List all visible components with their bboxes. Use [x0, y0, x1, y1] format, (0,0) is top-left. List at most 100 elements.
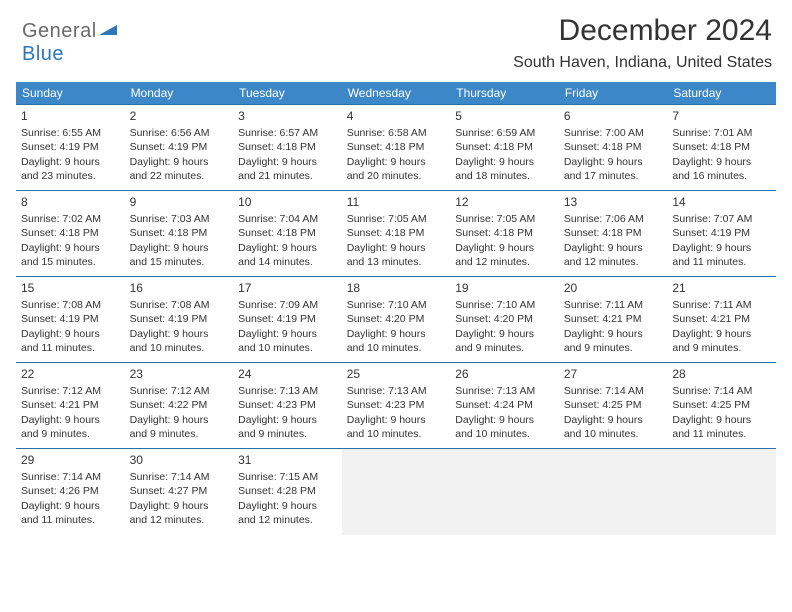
calendar-day-cell: 25 Sunrise: 7:13 AMSunset: 4:23 PMDayligh…	[342, 363, 451, 449]
day-info: Sunrise: 7:13 AMSunset: 4:23 PMDaylight:…	[238, 384, 337, 441]
weekday-header: Sunday	[16, 82, 125, 105]
calendar-day-cell: 3 Sunrise: 6:57 AMSunset: 4:18 PMDaylight…	[233, 105, 342, 191]
calendar-day-cell: 11Sunrise: 7:05 AMSunset: 4:18 PMDayligh…	[342, 191, 451, 277]
weekday-header: Tuesday	[233, 82, 342, 105]
day-info: Sunrise: 6:58 AMSunset: 4:18 PMDaylight:…	[347, 126, 446, 183]
logo-word2: Blue	[22, 43, 64, 65]
day-number: 4	[347, 108, 446, 124]
calendar-week-row: 8 Sunrise: 7:02 AMSunset: 4:18 PMDaylight…	[16, 191, 776, 277]
day-number: 25	[347, 366, 446, 382]
day-number: 22	[21, 366, 120, 382]
calendar-day-cell: 15Sunrise: 7:08 AMSunset: 4:19 PMDayligh…	[16, 277, 125, 363]
day-number: 27	[564, 366, 663, 382]
calendar-day-cell: 4 Sunrise: 6:58 AMSunset: 4:18 PMDaylight…	[342, 105, 451, 191]
day-number: 7	[672, 108, 771, 124]
calendar-day-cell: 27 Sunrise: 7:14 AMSunset: 4:25 PMDayligh…	[559, 363, 668, 449]
day-number: 24	[238, 366, 337, 382]
day-info: Sunrise: 7:12 AMSunset: 4:21 PMDaylight:…	[21, 384, 120, 441]
day-info: Sunrise: 7:05 AMSunset: 4:18 PMDaylight:…	[347, 212, 446, 269]
day-number: 26	[455, 366, 554, 382]
calendar-day-cell: 9 Sunrise: 7:03 AMSunset: 4:18 PMDaylight…	[125, 191, 234, 277]
calendar-day-cell: 10 Sunrise: 7:04 AMSunset: 4:18 PMDayligh…	[233, 191, 342, 277]
page-subtitle: South Haven, Indiana, United States	[513, 54, 772, 72]
day-info: Sunrise: 7:10 AMSunset: 4:20 PMDaylight:…	[455, 298, 554, 355]
day-info: Sunrise: 6:55 AMSunset: 4:19 PMDaylight:…	[21, 126, 120, 183]
calendar-day-cell: 8 Sunrise: 7:02 AMSunset: 4:18 PMDaylight…	[16, 191, 125, 277]
calendar-day-cell: 5Sunrise: 6:59 AMSunset: 4:18 PMDaylight…	[450, 105, 559, 191]
calendar-day-cell: 21Sunrise: 7:11 AMSunset: 4:21 PMDayligh…	[667, 277, 776, 363]
calendar-day-cell: 14 Sunrise: 7:07 AMSunset: 4:19 PMDayligh…	[667, 191, 776, 277]
day-info: Sunrise: 7:11 AMSunset: 4:21 PMDaylight:…	[564, 298, 663, 355]
calendar-day-cell: 6 Sunrise: 7:00 AMSunset: 4:18 PMDaylight…	[559, 105, 668, 191]
day-info: Sunrise: 7:14 AMSunset: 4:25 PMDaylight:…	[564, 384, 663, 441]
day-info: Sunrise: 7:10 AMSunset: 4:20 PMDaylight:…	[347, 298, 446, 355]
logo-word1: General	[22, 20, 97, 42]
calendar-day-cell: 1 Sunrise: 6:55 AMSunset: 4:19 PMDaylight…	[16, 105, 125, 191]
calendar-day-cell: 22 Sunrise: 7:12 AMSunset: 4:21 PMDayligh…	[16, 363, 125, 449]
weekday-header: Monday	[125, 82, 234, 105]
day-info: Sunrise: 7:02 AMSunset: 4:18 PMDaylight:…	[21, 212, 120, 269]
calendar-day-cell: 23 Sunrise: 7:12 AMSunset: 4:22 PMDayligh…	[125, 363, 234, 449]
day-info: Sunrise: 6:57 AMSunset: 4:18 PMDaylight:…	[238, 126, 337, 183]
day-number: 30	[130, 452, 229, 468]
calendar-day-cell: 7Sunrise: 7:01 AMSunset: 4:18 PMDaylight…	[667, 105, 776, 191]
calendar-day-cell: 17Sunrise: 7:09 AMSunset: 4:19 PMDayligh…	[233, 277, 342, 363]
calendar-day-cell: 13 Sunrise: 7:06 AMSunset: 4:18 PMDayligh…	[559, 191, 668, 277]
weekday-header: Wednesday	[342, 82, 451, 105]
calendar-day-cell: 19 Sunrise: 7:10 AMSunset: 4:20 PMDayligh…	[450, 277, 559, 363]
weekday-header-row: SundayMondayTuesdayWednesdayThursdayFrid…	[16, 82, 776, 105]
day-info: Sunrise: 7:14 AMSunset: 4:25 PMDaylight:…	[672, 384, 771, 441]
day-info: Sunrise: 7:12 AMSunset: 4:22 PMDaylight:…	[130, 384, 229, 441]
day-number: 10	[238, 194, 337, 210]
weekday-header: Friday	[559, 82, 668, 105]
day-info: Sunrise: 7:07 AMSunset: 4:19 PMDaylight:…	[672, 212, 771, 269]
calendar-day-cell: 24 Sunrise: 7:13 AMSunset: 4:23 PMDayligh…	[233, 363, 342, 449]
day-number: 16	[130, 280, 229, 296]
day-info: Sunrise: 7:06 AMSunset: 4:18 PMDaylight:…	[564, 212, 663, 269]
calendar-day-cell: 29Sunrise: 7:14 AMSunset: 4:26 PMDayligh…	[16, 449, 125, 535]
calendar-week-row: 1 Sunrise: 6:55 AMSunset: 4:19 PMDaylight…	[16, 105, 776, 191]
weekday-header: Thursday	[450, 82, 559, 105]
day-number: 23	[130, 366, 229, 382]
day-info: Sunrise: 6:59 AMSunset: 4:18 PMDaylight:…	[455, 126, 554, 183]
day-number: 19	[455, 280, 554, 296]
day-number: 14	[672, 194, 771, 210]
calendar-table: SundayMondayTuesdayWednesdayThursdayFrid…	[16, 82, 776, 535]
day-number: 29	[21, 452, 120, 468]
day-number: 18	[347, 280, 446, 296]
calendar-empty-cell	[450, 449, 559, 535]
day-info: Sunrise: 7:04 AMSunset: 4:18 PMDaylight:…	[238, 212, 337, 269]
day-info: Sunrise: 7:00 AMSunset: 4:18 PMDaylight:…	[564, 126, 663, 183]
day-number: 2	[130, 108, 229, 124]
calendar-day-cell: 12Sunrise: 7:05 AMSunset: 4:18 PMDayligh…	[450, 191, 559, 277]
logo-triangle-icon	[99, 18, 117, 41]
day-number: 9	[130, 194, 229, 210]
day-number: 31	[238, 452, 337, 468]
calendar-day-cell: 28 Sunrise: 7:14 AMSunset: 4:25 PMDayligh…	[667, 363, 776, 449]
day-number: 28	[672, 366, 771, 382]
calendar-week-row: 22 Sunrise: 7:12 AMSunset: 4:21 PMDayligh…	[16, 363, 776, 449]
page-title: December 2024	[559, 14, 772, 48]
calendar-empty-cell	[342, 449, 451, 535]
day-number: 8	[21, 194, 120, 210]
day-number: 1	[21, 108, 120, 124]
day-number: 6	[564, 108, 663, 124]
day-info: Sunrise: 7:03 AMSunset: 4:18 PMDaylight:…	[130, 212, 229, 269]
day-info: Sunrise: 7:05 AMSunset: 4:18 PMDaylight:…	[455, 212, 554, 269]
calendar-week-row: 15Sunrise: 7:08 AMSunset: 4:19 PMDayligh…	[16, 277, 776, 363]
weekday-header: Saturday	[667, 82, 776, 105]
calendar-day-cell: 26Sunrise: 7:13 AMSunset: 4:24 PMDayligh…	[450, 363, 559, 449]
day-info: Sunrise: 7:15 AMSunset: 4:28 PMDaylight:…	[238, 470, 337, 527]
day-info: Sunrise: 7:09 AMSunset: 4:19 PMDaylight:…	[238, 298, 337, 355]
day-number: 15	[21, 280, 120, 296]
calendar-week-row: 29Sunrise: 7:14 AMSunset: 4:26 PMDayligh…	[16, 449, 776, 535]
calendar-day-cell: 30 Sunrise: 7:14 AMSunset: 4:27 PMDayligh…	[125, 449, 234, 535]
day-info: Sunrise: 7:13 AMSunset: 4:23 PMDaylight:…	[347, 384, 446, 441]
calendar-empty-cell	[667, 449, 776, 535]
day-number: 3	[238, 108, 337, 124]
day-number: 13	[564, 194, 663, 210]
calendar-day-cell: 18 Sunrise: 7:10 AMSunset: 4:20 PMDayligh…	[342, 277, 451, 363]
calendar-day-cell: 31 Sunrise: 7:15 AMSunset: 4:28 PMDayligh…	[233, 449, 342, 535]
day-info: Sunrise: 7:14 AMSunset: 4:27 PMDaylight:…	[130, 470, 229, 527]
calendar-day-cell: 16Sunrise: 7:08 AMSunset: 4:19 PMDayligh…	[125, 277, 234, 363]
